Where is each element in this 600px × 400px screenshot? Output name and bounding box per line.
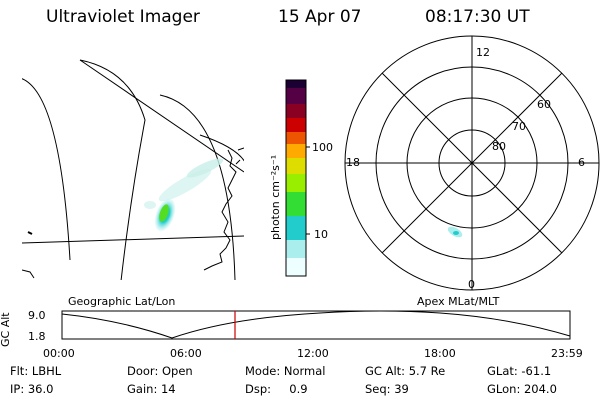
colorbar: [285, 79, 310, 277]
time-tick-1200: 12:00: [297, 347, 329, 360]
colorbar-tick-10: 10: [314, 228, 328, 241]
polar-aurora: [447, 226, 463, 238]
info-filter: Flt: LBHL: [10, 364, 62, 378]
mlat-label-80: 80: [492, 140, 506, 153]
mlat-label-70: 70: [512, 120, 526, 133]
mlt-label-0: 0: [468, 278, 475, 291]
date-label: 15 Apr 07: [278, 7, 362, 27]
apex-caption: Apex MLat/MLT: [417, 295, 500, 308]
info-gc-alt: GC Alt: 5.7 Re: [365, 364, 446, 378]
geographic-map: [22, 59, 244, 280]
mlt-label-6: 6: [578, 156, 585, 169]
info-glon: GLon: 204.0: [487, 382, 557, 396]
coastline: [203, 149, 237, 271]
time-tick-2359: 23:59: [551, 347, 583, 360]
mlt-label-18: 18: [346, 156, 360, 169]
colorbar-unit-label: photon cm⁻²s⁻¹: [269, 154, 282, 240]
geographic-caption: Geographic Lat/Lon: [68, 295, 176, 308]
aurora-emission: [144, 158, 224, 232]
info-glat: GLat: -61.1: [487, 364, 552, 378]
info-door: Door: Open: [127, 364, 193, 378]
altitude-ytick-9: 9.0: [28, 309, 46, 322]
altitude-ytick-1.8: 1.8: [28, 330, 46, 343]
colorbar-tick-100: 100: [312, 141, 333, 154]
mlat-label-60: 60: [537, 98, 551, 111]
time-tick-0000: 00:00: [43, 347, 75, 360]
mlt-label-12: 12: [476, 46, 490, 59]
info-dsp: Dsp: 0.9: [245, 382, 308, 396]
time-tick-0600: 06:00: [170, 347, 202, 360]
altitude-ylabel: GC Alt: [0, 312, 12, 347]
altitude-plot: [61, 310, 571, 340]
info-seq: Seq: 39: [365, 382, 409, 396]
instrument-title: Ultraviolet Imager: [46, 7, 200, 27]
polar-plot: [344, 35, 600, 291]
info-ip: IP: 36.0: [10, 382, 54, 396]
info-mode: Mode: Normal: [245, 364, 326, 378]
time-tick-1800: 18:00: [424, 347, 456, 360]
info-gain: Gain: 14: [127, 382, 176, 396]
time-label: 08:17:30 UT: [425, 7, 530, 27]
altitude-curve: [61, 310, 571, 339]
